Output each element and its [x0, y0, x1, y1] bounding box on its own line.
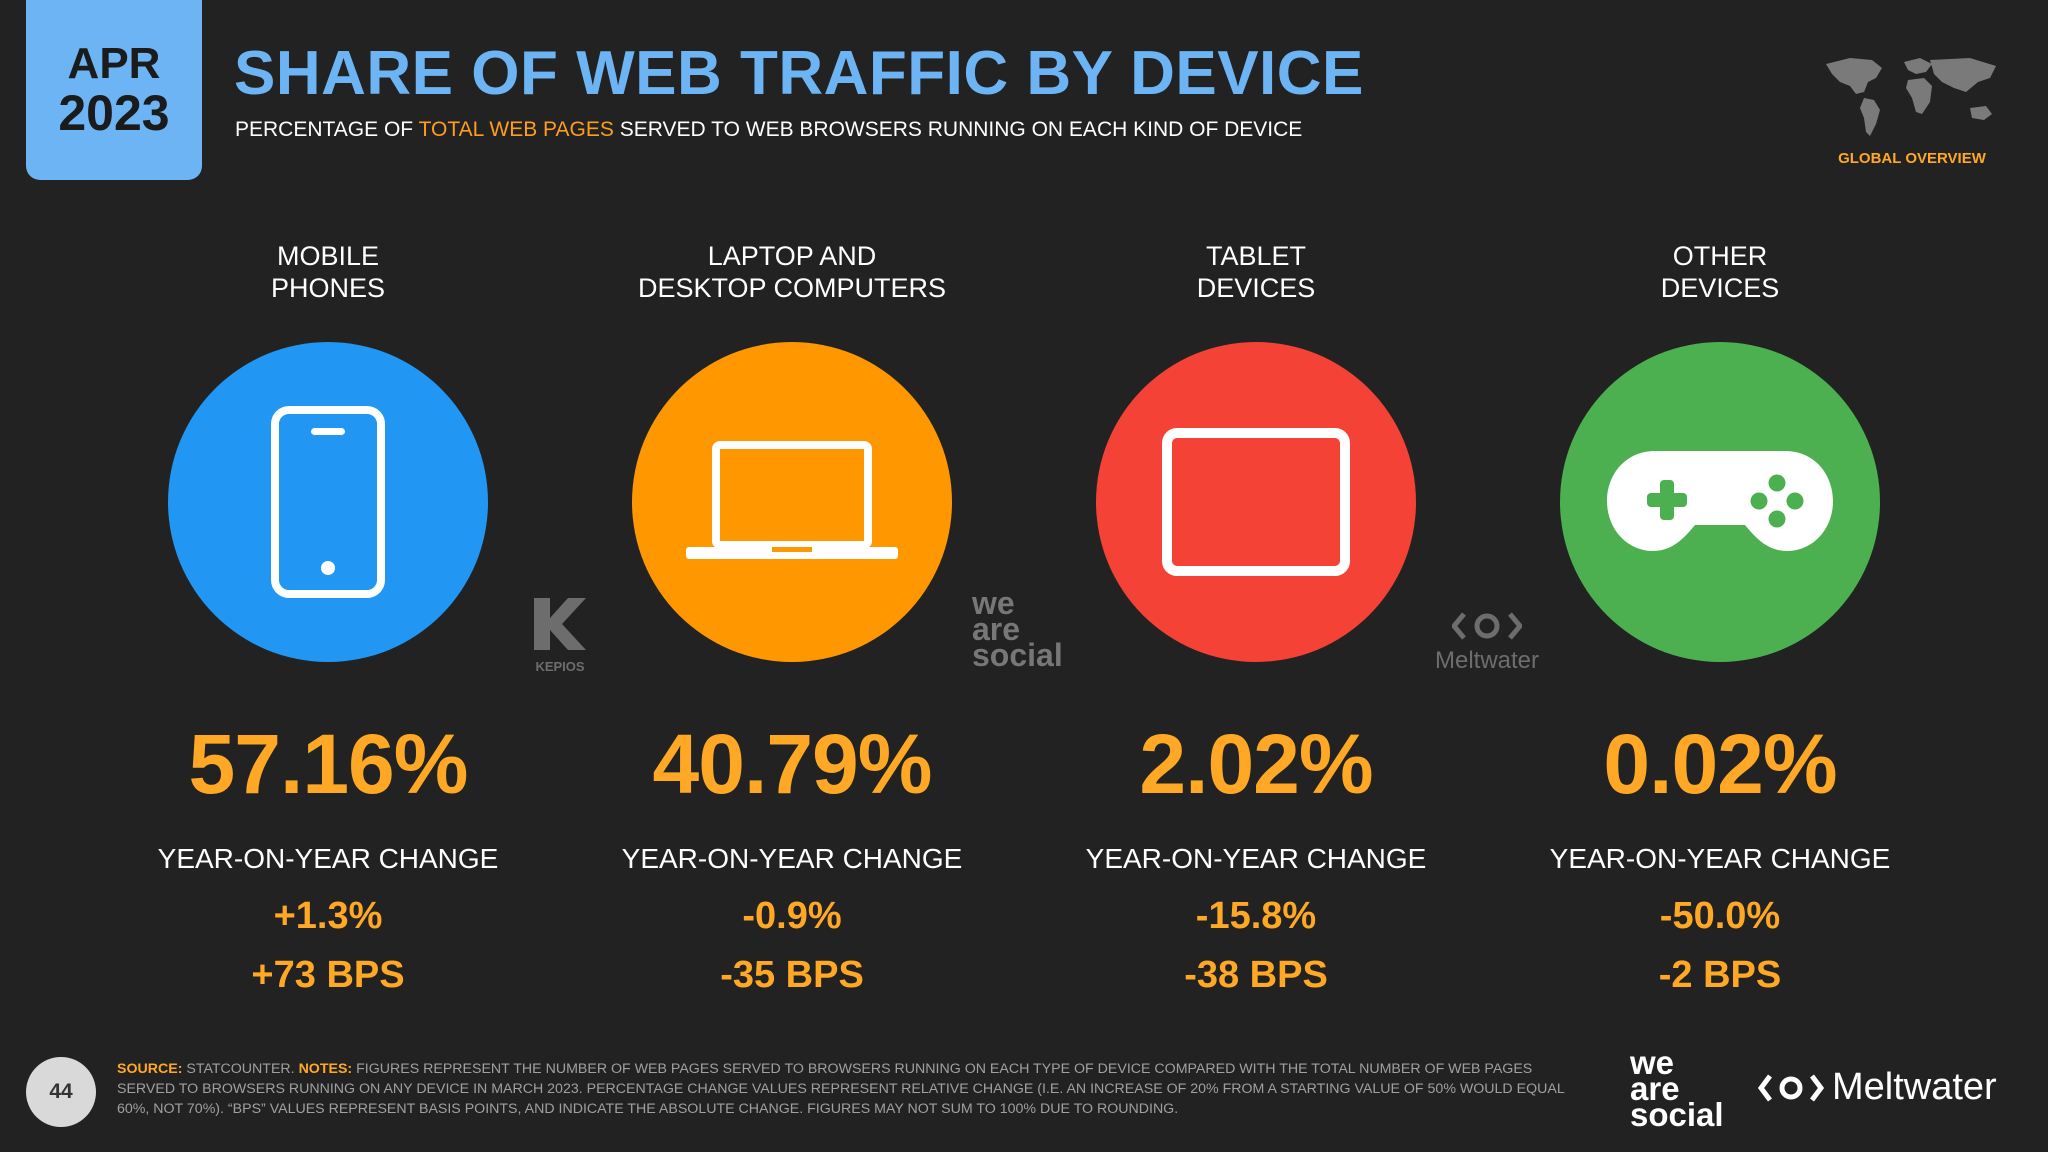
yoy-percent: -50.0%: [1659, 895, 1781, 937]
laptop-icon: [686, 441, 898, 559]
world-map-icon: [1826, 58, 1996, 136]
device-circle: [168, 342, 488, 662]
yoy-bps: -35 BPS: [720, 954, 864, 996]
device-column-tablet: TABLET DEVICES 2.02% YEAR-ON-YEAR CHANGE …: [1056, 240, 1456, 997]
page-subtitle: PERCENTAGE OF TOTAL WEB PAGES SERVED TO …: [235, 118, 1302, 142]
device-circle: [1096, 342, 1416, 662]
device-label: TABLET DEVICES: [1196, 241, 1316, 303]
meltwater-logo: Meltwater: [1758, 1066, 1997, 1109]
date-badge: APR 2023: [26, 0, 202, 180]
footnote: SOURCE: STATCOUNTER. NOTES: FIGURES REPR…: [117, 1061, 1565, 1117]
yoy-label: YEAR-ON-YEAR CHANGE: [1085, 843, 1427, 874]
subtitle-post: SERVED TO WEB BROWSERS RUNNING ON EACH K…: [613, 118, 1303, 141]
device-circle: [1560, 342, 1880, 662]
kepios-watermark: KEPIOS: [530, 596, 590, 674]
date-year: 2023: [58, 85, 170, 141]
meltwater-logo-text: Meltwater: [1832, 1066, 1997, 1108]
meltwater-mark-icon: [1758, 1074, 1824, 1101]
share-value: 57.16%: [188, 717, 469, 811]
page-title: SHARE OF WEB TRAFFIC BY DEVICE: [234, 39, 1364, 108]
page-number: 44: [26, 1057, 96, 1127]
yoy-percent: +1.3%: [273, 895, 383, 937]
meltwater-watermark: Meltwater: [1424, 610, 1550, 675]
yoy-bps: -2 BPS: [1658, 954, 1782, 996]
device-label: OTHER DEVICES: [1660, 241, 1780, 303]
we-are-social-watermark: we are social: [972, 585, 1063, 673]
device-column-laptop: LAPTOP AND DESKTOP COMPUTERS 40.79% YEAR-…: [592, 240, 992, 997]
we-are-social-logo: we are social: [1630, 1044, 1724, 1133]
yoy-percent: -15.8%: [1195, 895, 1317, 937]
date-month: APR: [67, 39, 161, 88]
share-value: 40.79%: [652, 717, 933, 811]
device-label: MOBILE PHONES: [270, 241, 386, 303]
meltwater-logo-icon: [1450, 612, 1524, 640]
yoy-percent: -0.9%: [742, 895, 842, 937]
tablet-icon: [1162, 428, 1350, 576]
yoy-bps: +73 BPS: [251, 954, 405, 996]
subtitle-pre: PERCENTAGE OF: [235, 118, 419, 141]
yoy-bps: -38 BPS: [1184, 954, 1328, 996]
device-label: LAPTOP AND DESKTOP COMPUTERS: [637, 241, 947, 303]
gamepad-icon: [1607, 451, 1833, 551]
share-value: 2.02%: [1139, 717, 1373, 811]
mobile-phone-icon: [271, 406, 385, 598]
yoy-label: YEAR-ON-YEAR CHANGE: [157, 843, 499, 874]
share-value: 0.02%: [1603, 717, 1837, 811]
kepios-text: KEPIOS: [535, 659, 585, 674]
yoy-label: YEAR-ON-YEAR CHANGE: [621, 843, 963, 874]
device-column-mobile: MOBILE PHONES 57.16% YEAR-ON-YEAR CHANGE …: [128, 240, 528, 997]
global-overview-label: GLOBAL OVERVIEW: [1838, 150, 1986, 167]
yoy-label: YEAR-ON-YEAR CHANGE: [1549, 843, 1891, 874]
subtitle-highlight: TOTAL WEB PAGES: [418, 118, 614, 141]
device-circle: [632, 342, 952, 662]
kepios-logo-icon: [534, 598, 586, 650]
device-column-other: OTHER DEVICES 0.02% YEAR-ON-YEAR CHANGE -…: [1520, 240, 1920, 997]
